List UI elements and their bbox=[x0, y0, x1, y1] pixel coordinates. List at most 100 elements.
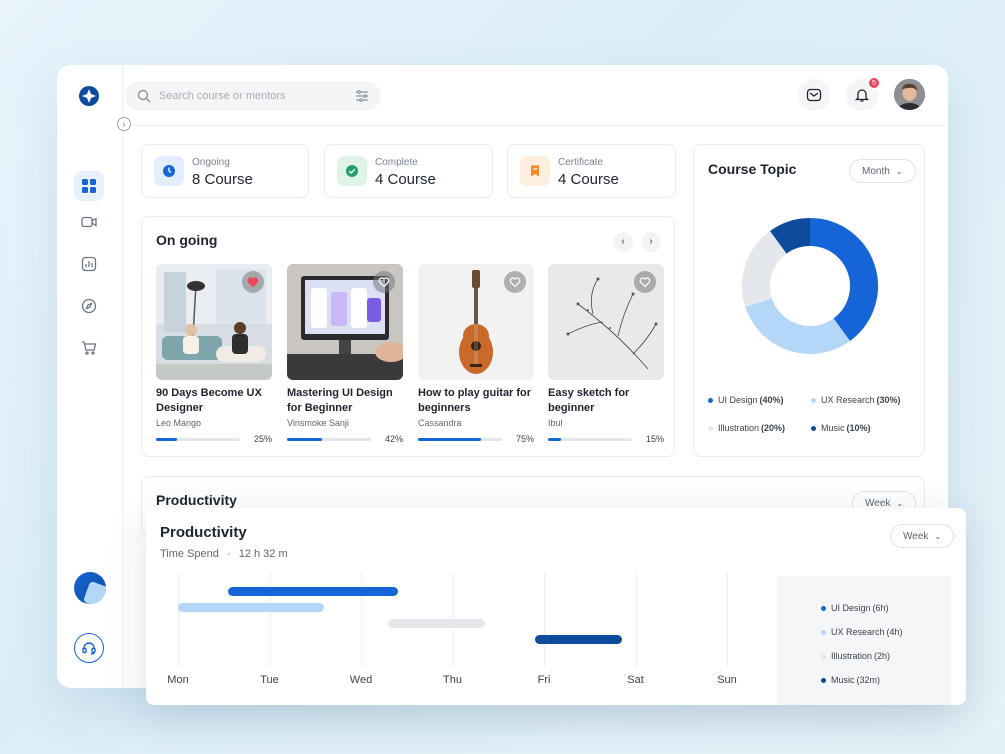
chevron-down-icon: ⌄ bbox=[934, 531, 942, 541]
course-card[interactable]: How to play guitar for beginners Cassandr… bbox=[418, 264, 534, 444]
legend-value: (32m) bbox=[856, 675, 881, 685]
day-label: Thu bbox=[443, 674, 462, 686]
heart-icon[interactable] bbox=[373, 271, 395, 293]
legend-value: (4h) bbox=[886, 627, 903, 637]
sidebar-item-stats[interactable] bbox=[74, 249, 104, 279]
heart-icon[interactable] bbox=[504, 271, 526, 293]
sidebar bbox=[57, 65, 123, 688]
progress-fill bbox=[418, 437, 481, 441]
stat-card-ongoing[interactable]: Ongoing 8 Course bbox=[141, 144, 309, 198]
legend-item: Illustration (20%) bbox=[708, 423, 785, 433]
section-title: Productivity bbox=[156, 492, 237, 508]
legend-value: (40%) bbox=[759, 395, 784, 405]
time-spend-label: Time Spend bbox=[160, 548, 219, 560]
sidebar-item-video[interactable] bbox=[74, 207, 104, 237]
day-label: Tue bbox=[260, 674, 279, 686]
heart-icon[interactable] bbox=[634, 271, 656, 293]
course-thumbnail bbox=[287, 264, 403, 380]
day-label: Sat bbox=[627, 674, 644, 686]
headset-icon bbox=[82, 642, 96, 655]
donut-slice-music bbox=[770, 218, 811, 255]
grid-icon bbox=[82, 179, 96, 193]
sidebar-item-cart[interactable] bbox=[74, 333, 104, 363]
search-icon bbox=[137, 89, 151, 103]
legend-label: UX Research bbox=[821, 395, 875, 405]
course-progress: 42% bbox=[287, 434, 403, 444]
chevron-down-icon: ⌄ bbox=[896, 498, 904, 508]
legend-value: (20%) bbox=[761, 423, 786, 433]
day-label: Wed bbox=[349, 674, 373, 686]
search-input[interactable] bbox=[159, 90, 349, 102]
gantt-bar-music bbox=[534, 635, 622, 644]
prev-arrow-button[interactable]: ‹ bbox=[613, 232, 633, 252]
support-button[interactable] bbox=[74, 633, 104, 663]
cart-icon bbox=[82, 341, 97, 355]
progress-bar bbox=[548, 437, 632, 441]
mail-icon bbox=[806, 88, 822, 102]
notification-button[interactable]: 5 bbox=[846, 77, 880, 111]
video-icon bbox=[81, 216, 97, 228]
stat-card-certificate[interactable]: Certificate 4 Course bbox=[507, 144, 676, 198]
stat-card-complete[interactable]: Complete 4 Course bbox=[324, 144, 493, 198]
grid-line bbox=[361, 572, 362, 667]
progress-percent: 25% bbox=[253, 434, 272, 444]
day-label: Fri bbox=[537, 674, 551, 686]
progress-percent: 75% bbox=[515, 434, 534, 444]
progress-fill bbox=[548, 437, 561, 441]
legend-item: UX Research (4h) bbox=[821, 627, 903, 637]
bell-icon bbox=[854, 89, 870, 102]
legend-dot bbox=[821, 653, 826, 659]
filter-icon[interactable] bbox=[355, 89, 369, 103]
donut-slice-illustration bbox=[742, 230, 788, 308]
productivity-legend-panel bbox=[777, 576, 951, 705]
progress-percent: 15% bbox=[645, 434, 664, 444]
stat-value: 8 Course bbox=[192, 171, 253, 188]
legend-value: (10%) bbox=[846, 423, 871, 433]
period-dropdown[interactable]: Month ⌄ bbox=[849, 159, 916, 183]
sidebar-item-explore[interactable] bbox=[74, 291, 104, 321]
dropdown-label: Month bbox=[862, 165, 890, 177]
productivity-title: Productivity bbox=[160, 524, 247, 541]
gantt-bar-illustration bbox=[388, 619, 485, 628]
course-card[interactable]: 90 Days Become UX Designer Leo Mango 25% bbox=[156, 264, 272, 444]
legend-item: Music (32m) bbox=[821, 675, 880, 685]
legend-dot bbox=[811, 425, 816, 431]
progress-bar bbox=[156, 437, 240, 441]
donut-slice-ux-research bbox=[745, 297, 850, 354]
stat-value: 4 Course bbox=[375, 171, 436, 188]
course-card[interactable]: Mastering UI Design for Beginner Vinsmoke… bbox=[287, 264, 403, 444]
next-arrow-button[interactable]: › bbox=[641, 232, 661, 252]
course-card[interactable]: Easy sketch for beginner Ibul 15% bbox=[548, 264, 664, 444]
course-progress: 75% bbox=[418, 434, 534, 444]
clock-icon bbox=[154, 156, 184, 186]
user-avatar[interactable] bbox=[894, 79, 925, 110]
course-mentor: Cassandra bbox=[418, 418, 462, 428]
legend-item: UI Design (40%) bbox=[708, 395, 784, 405]
legend-label: Illustration bbox=[831, 651, 873, 661]
course-mentor: Vinsmoke Sanji bbox=[287, 418, 349, 428]
legend-dot bbox=[811, 397, 816, 403]
compass-icon bbox=[81, 298, 97, 314]
legend-dot bbox=[821, 677, 826, 683]
legend-item: UI Design (6h) bbox=[821, 603, 889, 613]
course-mentor: Leo Mango bbox=[156, 418, 202, 428]
mail-button[interactable] bbox=[798, 79, 830, 111]
collapse-sidebar-button[interactable]: › bbox=[117, 117, 131, 131]
course-mentor: Ibul bbox=[548, 418, 563, 428]
topbar: 5 bbox=[123, 65, 948, 126]
grid-line bbox=[178, 572, 179, 667]
check-icon bbox=[337, 156, 367, 186]
legend-item: Illustration (2h) bbox=[821, 651, 890, 661]
legend-label: Music bbox=[821, 423, 845, 433]
grid-line bbox=[727, 572, 728, 667]
day-label: Mon bbox=[167, 674, 189, 686]
course-progress: 25% bbox=[156, 434, 272, 444]
notification-badge: 5 bbox=[868, 77, 880, 89]
sidebar-item-dashboard[interactable] bbox=[74, 171, 104, 201]
period-dropdown[interactable]: Week ⌄ bbox=[890, 524, 955, 548]
profile-widget-icon[interactable] bbox=[74, 572, 106, 604]
legend-dot bbox=[821, 629, 826, 635]
heart-icon[interactable] bbox=[242, 271, 264, 293]
course-thumbnail bbox=[418, 264, 534, 380]
stat-value: 4 Course bbox=[558, 171, 619, 188]
